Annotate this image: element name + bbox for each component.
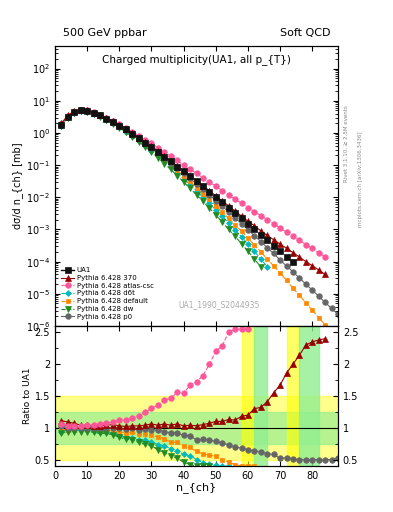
Bar <box>254 326 267 466</box>
Legend: UA1, Pythia 6.428 370, Pythia 6.428 atlas-csc, Pythia 6.428 d6t, Pythia 6.428 de: UA1, Pythia 6.428 370, Pythia 6.428 atla… <box>61 267 154 319</box>
X-axis label: n_{ch}: n_{ch} <box>176 482 217 493</box>
Text: 500 GeV ppbar: 500 GeV ppbar <box>63 28 147 38</box>
Y-axis label: dσ/d n_{ch} [mb]: dσ/d n_{ch} [mb] <box>12 143 23 229</box>
Text: mcplots.cern.ch [arXiv:1306.3436]: mcplots.cern.ch [arXiv:1306.3436] <box>358 132 363 227</box>
Bar <box>286 326 299 466</box>
Bar <box>55 412 338 444</box>
Text: Soft QCD: Soft QCD <box>280 28 330 38</box>
Text: Charged multiplicity(UA1, all p_{T}): Charged multiplicity(UA1, all p_{T}) <box>102 54 291 66</box>
Y-axis label: Ratio to UA1: Ratio to UA1 <box>23 368 32 424</box>
Text: UA1_1990_S2044935: UA1_1990_S2044935 <box>178 300 260 309</box>
Bar <box>299 326 319 466</box>
Bar <box>242 326 254 466</box>
Bar <box>55 396 338 460</box>
Text: Rivet 3.1.10, ≥ 2.5M events: Rivet 3.1.10, ≥ 2.5M events <box>344 105 349 182</box>
